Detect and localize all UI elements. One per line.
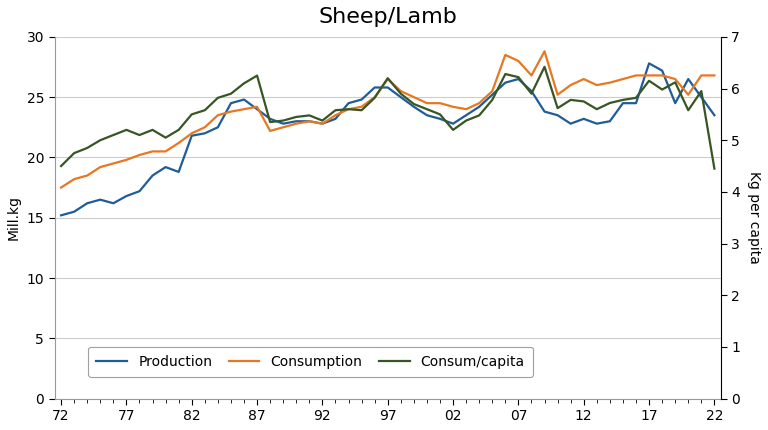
Production — [710, 113, 719, 118]
Consumption — [253, 104, 262, 109]
Consumption — [697, 73, 706, 78]
Production — [253, 107, 262, 112]
Y-axis label: Kg per capita: Kg per capita — [747, 171, 761, 264]
Consumption — [710, 73, 719, 78]
Consum/capita — [57, 163, 66, 169]
Consumption — [57, 185, 66, 190]
Consum/capita — [697, 89, 706, 94]
Line: Consumption: Consumption — [61, 51, 714, 187]
Production — [57, 213, 66, 218]
Consum/capita — [488, 97, 497, 102]
Production — [266, 116, 275, 121]
Consum/capita — [266, 120, 275, 125]
Line: Production: Production — [61, 63, 714, 215]
Consum/capita — [540, 64, 549, 69]
Consum/capita — [200, 108, 210, 113]
Consum/capita — [527, 91, 536, 96]
Production — [488, 92, 497, 97]
Production — [527, 89, 536, 94]
Consumption — [488, 89, 497, 94]
Production — [644, 61, 654, 66]
Consum/capita — [710, 166, 719, 171]
Consumption — [200, 125, 210, 130]
Consumption — [540, 49, 549, 54]
Line: Consum/capita: Consum/capita — [61, 67, 714, 169]
Consum/capita — [253, 73, 262, 78]
Production — [200, 131, 210, 136]
Production — [697, 95, 706, 100]
Title: Sheep/Lamb: Sheep/Lamb — [318, 7, 457, 27]
Consumption — [527, 73, 536, 78]
Y-axis label: Mill.kg: Mill.kg — [7, 195, 21, 240]
Consumption — [266, 128, 275, 133]
Legend: Production, Consumption, Consum/capita: Production, Consumption, Consum/capita — [88, 347, 533, 377]
